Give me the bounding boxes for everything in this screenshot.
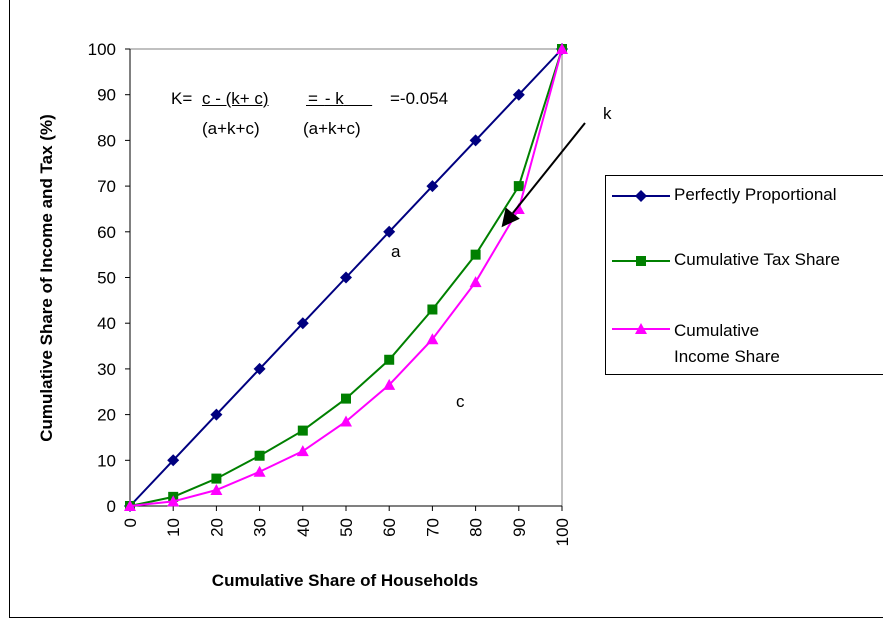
x-tick-label: 100 [553, 518, 572, 546]
y-tick-label: 80 [97, 131, 116, 150]
x-tick-label: 40 [294, 518, 313, 537]
y-tick-label: 0 [107, 497, 116, 516]
data-point-square [513, 181, 524, 192]
data-point-diamond [383, 225, 396, 238]
formula-denominator-1: (a+k+c) [202, 119, 260, 138]
data-point-diamond [426, 180, 439, 193]
data-point-square [254, 450, 265, 461]
data-point-diamond [512, 88, 525, 101]
diamond-marker-icon [635, 190, 647, 202]
data-point-square [427, 304, 438, 315]
data-point-triangle [124, 500, 136, 511]
data-point-diamond [340, 271, 352, 284]
x-tick-label: 90 [510, 518, 529, 537]
data-point-triangle [210, 484, 223, 496]
formula-denominator-2: (a+k+c) [303, 119, 361, 138]
y-tick-label: 70 [97, 177, 116, 196]
region-label-k: k [603, 104, 612, 123]
legend-label-tax: Cumulative Tax Share [674, 250, 840, 269]
square-marker-icon [636, 256, 646, 266]
x-tick-label: 60 [380, 518, 399, 537]
y-tick-label: 90 [97, 86, 116, 105]
data-point-diamond [167, 454, 180, 467]
y-tick-label: 10 [97, 451, 116, 470]
arrowhead-icon [501, 207, 520, 228]
data-point-triangle [253, 465, 266, 477]
formula-prefix: K= [171, 89, 193, 108]
data-point-triangle [167, 495, 180, 507]
data-point-square [211, 473, 222, 484]
region-label-c: c [456, 392, 465, 411]
legend-label-proportional: Perfectly Proportional [674, 185, 837, 204]
x-tick-label: 10 [164, 518, 183, 537]
x-tick-label: 70 [423, 518, 442, 537]
data-point-diamond [210, 408, 223, 421]
formula-numerator-2-text: - k [324, 89, 344, 108]
data-point-diamond [296, 317, 309, 330]
data-point-square [470, 249, 481, 260]
x-tick-label: 50 [337, 518, 356, 537]
y-tick-label: 30 [97, 360, 116, 379]
x-axis-label: Cumulative Share of Households [212, 571, 478, 590]
y-tick-label: 50 [97, 269, 116, 288]
y-tick-label: 40 [97, 314, 116, 333]
legend-label-income: Cumulative Income Share [674, 321, 780, 366]
data-point-square [297, 425, 308, 436]
data-point-triangle [556, 43, 568, 54]
y-axis-label: Cumulative Share of Income and Tax (%) [37, 114, 56, 441]
y-tick-label: 100 [88, 40, 116, 59]
x-tick-label: 0 [121, 518, 140, 527]
data-point-triangle [383, 378, 396, 390]
region-label-a: a [391, 242, 401, 261]
y-tick-label: 20 [97, 406, 116, 425]
data-point-triangle [296, 445, 309, 457]
data-point-triangle [340, 415, 352, 427]
legend-symbols [612, 190, 670, 334]
triangle-marker-icon [635, 323, 647, 334]
y-tick-label: 60 [97, 223, 116, 242]
chart-frame [9, 0, 883, 618]
x-tick-label: 20 [207, 518, 226, 537]
data-point-triangle [469, 276, 482, 288]
formula-numerator-1: c - (k+ c) [202, 89, 269, 108]
data-point-square [341, 393, 351, 404]
legend: Perfectly Proportional Cumulative Tax Sh… [605, 175, 883, 375]
formula-equals: = [308, 89, 318, 108]
data-point-diamond [469, 134, 482, 147]
formula-result: =-0.054 [390, 89, 449, 108]
x-tick-label: 30 [251, 518, 270, 537]
data-point-square [384, 354, 395, 365]
pointer-arrow-line [511, 122, 586, 214]
data-point-triangle [512, 202, 525, 214]
formula-numerator-2: - k [306, 89, 386, 109]
data-point-triangle [426, 333, 439, 345]
data-point-diamond [253, 362, 266, 375]
x-tick-label: 80 [467, 518, 486, 537]
